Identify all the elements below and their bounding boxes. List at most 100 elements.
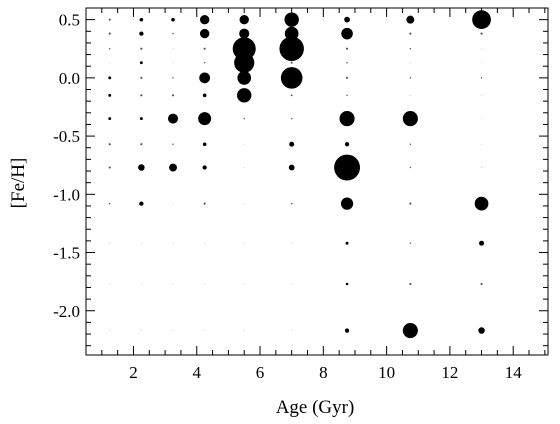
data-point <box>472 10 491 30</box>
y-tick-label: -1.5 <box>53 244 80 263</box>
data-point <box>243 242 245 244</box>
data-point <box>344 328 350 333</box>
data-point <box>139 61 143 65</box>
data-point <box>243 283 245 285</box>
data-point <box>409 143 412 145</box>
data-point <box>279 36 304 61</box>
data-point <box>345 282 349 286</box>
data-point <box>172 330 174 332</box>
x-tick-label: 14 <box>505 363 523 382</box>
data-point <box>402 322 418 339</box>
data-point <box>140 94 143 97</box>
data-point <box>171 94 175 97</box>
data-point <box>232 37 256 61</box>
data-point <box>481 94 483 96</box>
plot-frame <box>85 7 549 356</box>
data-point <box>344 142 350 147</box>
data-point <box>291 330 293 332</box>
x-tick-labels: 2 4 6 8 10 12 14 <box>129 363 522 382</box>
y-tick-label: -1.0 <box>53 185 80 204</box>
data-point <box>169 163 177 172</box>
data-point <box>481 143 483 145</box>
data-point <box>480 32 483 35</box>
data-point <box>409 242 412 244</box>
data-point <box>481 48 483 50</box>
data-point <box>288 164 295 171</box>
data-point <box>406 15 415 24</box>
data-point <box>140 330 142 332</box>
data-point <box>243 143 245 145</box>
data-point <box>243 330 245 332</box>
data-point <box>109 62 111 64</box>
data-point <box>108 18 111 21</box>
y-tick-labels: 0.5 0.0 -0.5 -1.0 -1.5 -2.0 <box>53 11 80 321</box>
data-point <box>345 47 349 50</box>
data-point <box>202 142 207 147</box>
data-point <box>480 282 483 286</box>
data-point <box>199 14 210 25</box>
y-tick-label: 0.5 <box>59 11 80 30</box>
data-point <box>480 77 483 79</box>
data-point <box>139 17 144 22</box>
data-point <box>284 12 299 27</box>
data-point <box>237 88 252 103</box>
data-point <box>140 283 142 285</box>
data-point <box>280 67 303 89</box>
data-point <box>243 117 245 120</box>
data-point <box>409 77 412 79</box>
data-point <box>474 196 489 211</box>
data-point <box>167 113 179 124</box>
data-point <box>239 14 249 25</box>
data-point <box>172 283 174 285</box>
data-point <box>340 197 354 210</box>
data-point <box>243 166 245 169</box>
data-point <box>108 76 112 80</box>
data-point <box>203 62 206 64</box>
data-point <box>478 327 485 334</box>
data-point <box>109 330 111 332</box>
data-point <box>202 93 207 98</box>
x-tick-label: 8 <box>319 363 328 382</box>
data-point <box>171 17 175 22</box>
data-point <box>345 76 349 79</box>
data-point <box>172 77 174 79</box>
data-point <box>204 242 206 244</box>
tick-marks <box>86 7 548 355</box>
y-tick-label: 0.0 <box>59 69 80 88</box>
data-point <box>172 143 174 145</box>
data-point <box>291 242 293 244</box>
data-point <box>108 117 112 121</box>
data-point <box>199 28 210 39</box>
data-point <box>203 202 206 205</box>
y-tick-label: -0.5 <box>53 127 80 146</box>
data-point <box>108 32 111 35</box>
data-point <box>409 282 412 286</box>
data-point <box>139 117 143 121</box>
data-point <box>140 76 143 79</box>
data-point <box>108 93 112 97</box>
data-point <box>139 201 144 206</box>
data-point <box>109 283 111 285</box>
y-tick-label: -2.0 <box>53 302 80 321</box>
data-point <box>172 32 174 35</box>
data-point <box>290 202 293 205</box>
data-point <box>204 330 206 332</box>
data-point <box>481 62 483 64</box>
data-point <box>409 166 412 169</box>
data-point <box>108 166 111 169</box>
data-point <box>172 48 174 50</box>
x-tick-label: 4 <box>193 363 202 382</box>
data-point <box>481 166 483 169</box>
data-point <box>409 202 412 205</box>
data-point <box>290 94 293 97</box>
data-point <box>237 71 252 85</box>
data-points <box>108 10 491 339</box>
data-point <box>341 27 353 40</box>
data-point <box>140 242 142 244</box>
data-point <box>203 47 206 50</box>
data-point <box>139 31 144 36</box>
data-point <box>109 202 111 205</box>
data-point <box>409 94 411 96</box>
data-point <box>239 28 250 39</box>
